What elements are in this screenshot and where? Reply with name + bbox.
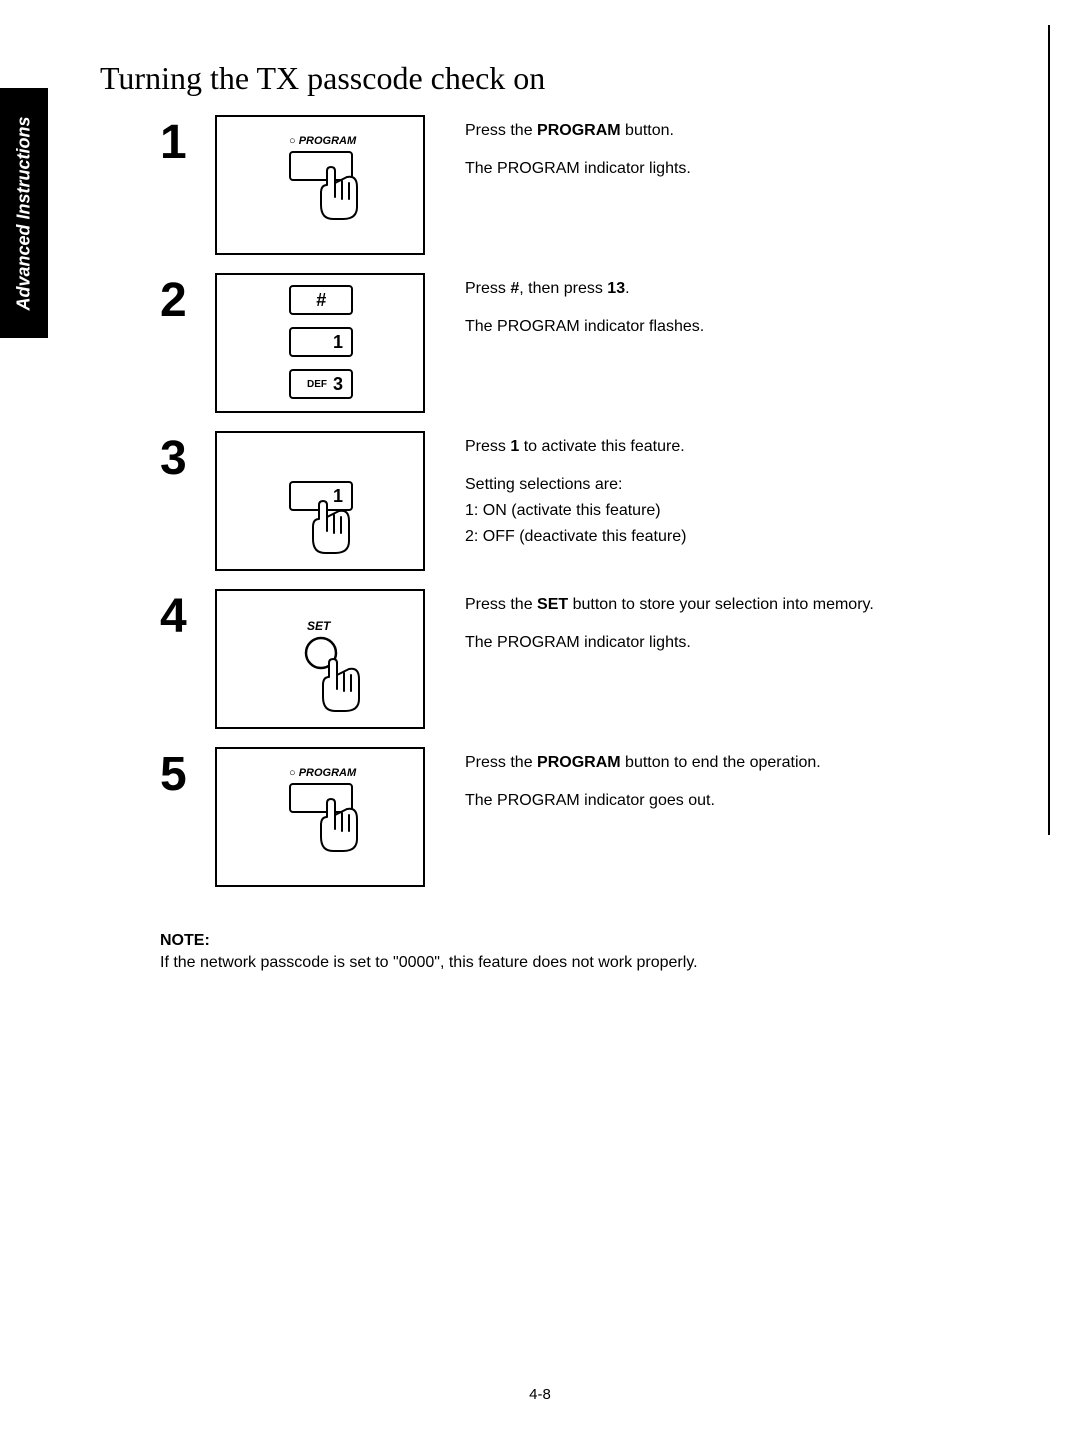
- step-description: Press the PROGRAM button to end the oper…: [465, 747, 980, 827]
- step-illustration: ○ PROGRAM: [215, 115, 425, 255]
- side-tab: Advanced Instructions: [0, 88, 48, 338]
- step-number: 5: [160, 747, 215, 799]
- step-text-line: The PROGRAM indicator flashes.: [465, 315, 980, 339]
- program-label: ○ PROGRAM: [289, 135, 356, 147]
- step-text-line: 2: OFF (deactivate this feature): [465, 525, 980, 549]
- step-text-line: Press 1 to activate this feature.: [465, 435, 980, 459]
- steps-container: 1 ○ PROGRAM Press the PROGRAM button. The…: [160, 115, 980, 905]
- step-text-line: The PROGRAM indicator lights.: [465, 631, 980, 655]
- step-description: Press 1 to activate this feature. Setting…: [465, 431, 980, 551]
- step-text-line: The PROGRAM indicator lights.: [465, 157, 980, 181]
- step-4: 4 SET Press the SET button to store your…: [160, 589, 980, 729]
- hand-icon: [309, 649, 379, 719]
- one-key: 1: [289, 327, 353, 357]
- step-number: 3: [160, 431, 215, 483]
- step-1: 1 ○ PROGRAM Press the PROGRAM button. The…: [160, 115, 980, 255]
- step-5: 5 ○ PROGRAM Press the PROGRAM button to …: [160, 747, 980, 887]
- step-illustration: ○ PROGRAM: [215, 747, 425, 887]
- note-block: NOTE: If the network passcode is set to …: [160, 930, 960, 975]
- step-illustration: 1: [215, 431, 425, 571]
- step-description: Press #, then press 13. The PROGRAM indic…: [465, 273, 980, 353]
- right-margin-rule: [1048, 25, 1050, 835]
- step-illustration: # 1 DEF3: [215, 273, 425, 413]
- hand-icon: [307, 157, 377, 227]
- step-number: 4: [160, 589, 215, 641]
- step-text-line: The PROGRAM indicator goes out.: [465, 789, 980, 813]
- program-label: ○ PROGRAM: [289, 767, 356, 779]
- note-text: If the network passcode is set to "0000"…: [160, 954, 698, 971]
- page-title: Turning the TX passcode check on: [100, 60, 545, 97]
- step-text-line: Press #, then press 13.: [465, 277, 980, 301]
- step-text-line: Press the PROGRAM button.: [465, 119, 980, 143]
- note-label: NOTE:: [160, 932, 210, 949]
- step-number: 1: [160, 115, 215, 167]
- step-text-line: Press the PROGRAM button to end the oper…: [465, 751, 980, 775]
- step-3: 3 1 Press 1 to activate this feature. Set…: [160, 431, 980, 571]
- set-label: SET: [307, 619, 330, 633]
- page-number: 4-8: [529, 1386, 551, 1403]
- step-text-line: Press the SET button to store your selec…: [465, 593, 980, 617]
- step-text-line: Setting selections are:: [465, 473, 980, 497]
- step-number: 2: [160, 273, 215, 325]
- step-2: 2 # 1 DEF3 Press #, then press 13. The PR…: [160, 273, 980, 413]
- hand-icon: [307, 789, 377, 859]
- step-illustration: SET: [215, 589, 425, 729]
- hash-key: #: [289, 285, 353, 315]
- side-tab-text: Advanced Instructions: [14, 116, 35, 310]
- step-text-line: 1: ON (activate this feature): [465, 499, 980, 523]
- step-description: Press the SET button to store your selec…: [465, 589, 980, 669]
- three-key: DEF3: [289, 369, 353, 399]
- hand-icon: [299, 491, 369, 561]
- step-description: Press the PROGRAM button. The PROGRAM ind…: [465, 115, 980, 195]
